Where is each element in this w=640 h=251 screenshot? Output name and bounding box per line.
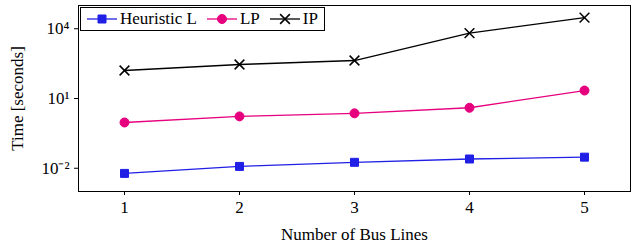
svg-text:1: 1 — [120, 198, 129, 217]
svg-text:Time [seconds]: Time [seconds] — [8, 46, 27, 151]
svg-text:10⁻²: 10⁻² — [41, 159, 69, 178]
svg-text:3: 3 — [350, 198, 359, 217]
svg-text:5: 5 — [580, 198, 589, 217]
svg-text:2: 2 — [235, 198, 244, 217]
svg-text:4: 4 — [465, 198, 474, 217]
svg-text:10¹: 10¹ — [47, 89, 69, 108]
html-text:IP: IP — [302, 9, 318, 28]
html-text:LP: LP — [240, 9, 260, 28]
svg-text:10⁴: 10⁴ — [47, 19, 70, 38]
html-text:Heuristic L: Heuristic L — [120, 9, 197, 28]
svg-text:Number of Bus Lines: Number of Bus Lines — [281, 225, 428, 244]
